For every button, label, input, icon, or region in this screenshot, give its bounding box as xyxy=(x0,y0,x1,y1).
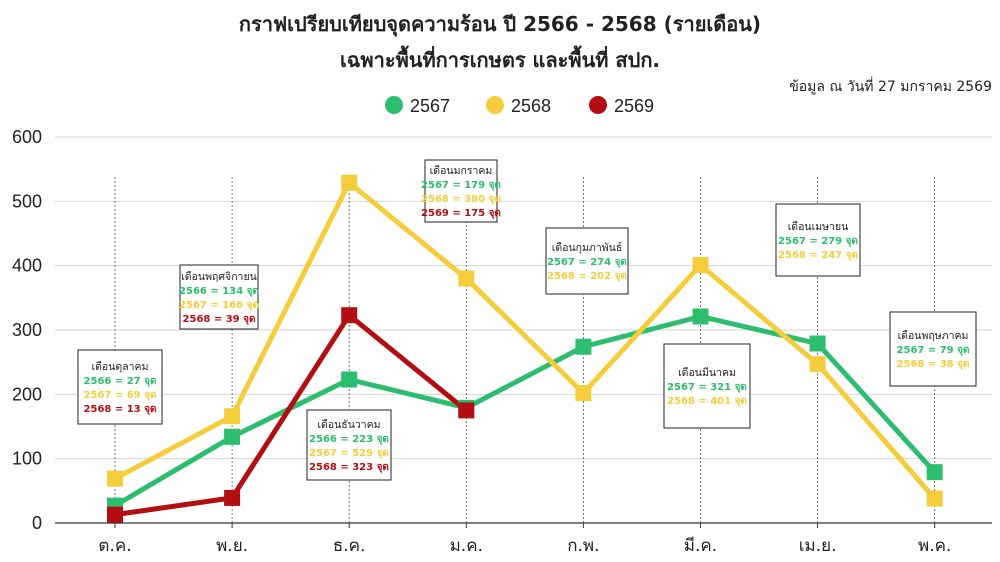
legend-label: 2569 xyxy=(614,96,654,116)
data-point-2568 xyxy=(341,174,358,191)
annotation-value: 2567 = 279 จุด xyxy=(778,236,858,247)
annotation-frame xyxy=(663,343,751,429)
annotation-value: 2568 = 39 จุด xyxy=(183,314,256,325)
annotation-value: 2567 = 69 จุด xyxy=(84,390,157,401)
annotation-box: เดือนเมษายน 2567 = 279 จุด 2568 = 247 จุด xyxy=(775,203,861,277)
annotation-box: เดือนกุมภาพันธ์ 2567 = 274 จุด 2568 = 202 … xyxy=(545,227,629,295)
annotation-box: เดือนมกราคม 2567 = 179 จุด 2568 = 380 จุด 2… xyxy=(421,159,501,223)
data-point-2567 xyxy=(926,464,943,481)
data-point-2567 xyxy=(575,338,592,355)
data-point-2568 xyxy=(224,408,241,425)
data-point-2567 xyxy=(224,428,241,445)
data-point-2569 xyxy=(458,402,475,419)
annotation-value: 2566 = 134 จุด xyxy=(179,286,259,297)
x-tick-label: เม.ย. xyxy=(799,536,837,556)
annotation-frame xyxy=(775,203,861,277)
data-point-2569 xyxy=(224,489,241,506)
annotation-value: 2568 = 38 จุด xyxy=(897,359,970,370)
chart-subtitle: เฉพาะพื้นที่การเกษตร และพื้นที่ สปก. xyxy=(339,48,661,72)
annotation-value: 2567 = 321 จุด xyxy=(667,382,747,393)
annotation-box: เดือนธันวาคม 2566 = 223 จุด 2567 = 529 จุด… xyxy=(306,409,392,481)
y-tick-label: 300 xyxy=(12,320,42,340)
annotation-box: เดือนมีนาคม 2567 = 321 จุด 2568 = 401 จุด xyxy=(663,343,751,429)
annotation-frame xyxy=(889,311,977,387)
series-line-2567 xyxy=(113,313,937,508)
annotation-title: เดือนมีนาคม xyxy=(678,366,736,379)
series-line-2569 xyxy=(114,312,468,518)
annotation-boxes: เดือนตุลาคม 2566 = 27 จุด 2567 = 69 จุด 256… xyxy=(77,159,977,481)
data-point-2568 xyxy=(107,470,123,487)
annotation-title: เดือนกุมภาพันธ์ xyxy=(552,241,623,254)
data-point-2568 xyxy=(575,385,592,402)
data-point-2568 xyxy=(458,270,475,287)
x-tick-label: ก.พ. xyxy=(567,536,599,556)
y-tick-label: 0 xyxy=(32,513,42,533)
x-tick-label: มี.ค. xyxy=(684,536,717,556)
annotation-value: 2567 = 274 จุด xyxy=(547,257,627,268)
annotation-value: 2566 = 223 จุด xyxy=(309,434,389,445)
annotation-frame xyxy=(545,227,629,295)
annotation-frame xyxy=(424,159,498,223)
annotation-frame xyxy=(306,409,392,481)
data-point-2568 xyxy=(692,257,709,274)
annotation-value: 2568 = 401 จุด xyxy=(667,396,747,407)
data-point-2567 xyxy=(341,371,358,388)
series-markers xyxy=(107,174,943,523)
annotation-value: 2568 = 380 จุด xyxy=(421,194,501,205)
series-lines xyxy=(113,180,937,518)
data-date-note: ข้อมูล ณ วันที่ 27 มกราคม 2569 xyxy=(789,79,992,95)
data-point-2569 xyxy=(107,506,123,523)
annotation-title: เดือนตุลาคม xyxy=(92,360,149,373)
legend-label: 2568 xyxy=(511,96,551,116)
data-point-2567 xyxy=(692,308,709,325)
legend-marker-2569 xyxy=(589,96,607,114)
annotation-title: เดือนพฤศจิกายน xyxy=(181,270,257,283)
data-point-2568 xyxy=(926,490,943,507)
annotation-frame xyxy=(77,349,163,425)
x-tick-label: ต.ค. xyxy=(98,536,131,556)
y-tick-label: 200 xyxy=(12,384,42,404)
annotation-value: 2567 = 529 จุด xyxy=(309,448,389,459)
data-point-2569 xyxy=(341,307,358,324)
annotation-value: 2567 = 166 จุด xyxy=(179,300,259,311)
annotation-value: 2568 = 323 จุด xyxy=(309,462,389,473)
annotation-title: เดือนธันวาคม xyxy=(317,418,380,431)
annotation-title: เดือนพฤษภาคม xyxy=(898,329,969,342)
x-tick-label: พ.ค. xyxy=(918,536,951,556)
annotation-value: 2567 = 179 จุด xyxy=(421,180,501,191)
annotation-title: เดือนเมษายน xyxy=(788,220,849,233)
annotation-box: เดือนตุลาคม 2566 = 27 จุด 2567 = 69 จุด 256… xyxy=(77,349,163,425)
y-tick-label: 400 xyxy=(12,256,42,276)
x-tick-label: ธ.ค. xyxy=(333,536,366,556)
legend-marker-2567 xyxy=(385,96,403,114)
y-tick-label: 600 xyxy=(12,127,42,147)
data-point-2568 xyxy=(809,356,826,373)
y-tick-label: 500 xyxy=(12,191,42,211)
legend-label: 2567 xyxy=(410,96,450,116)
series-line-2568 xyxy=(113,180,937,501)
legend: 2567 2568 2569 xyxy=(385,96,654,116)
y-axis: 0 100 200 300 400 500 600 xyxy=(12,127,42,533)
annotation-title: เดือนมกราคม xyxy=(430,164,493,177)
data-point-2567 xyxy=(809,335,826,352)
annotation-value: 2569 = 175 จุด xyxy=(421,208,501,219)
y-tick-label: 100 xyxy=(12,449,42,469)
annotation-value: 2567 = 79 จุด xyxy=(897,345,970,356)
annotation-value: 2568 = 13 จุด xyxy=(84,404,157,415)
annotation-value: 2566 = 27 จุด xyxy=(84,376,157,387)
x-axis: ต.ค. พ.ย. ธ.ค. ม.ค. ก.พ. มี.ค. เม.ย. พ.ค. xyxy=(98,523,951,556)
legend-marker-2568 xyxy=(486,96,504,114)
annotation-frame xyxy=(179,264,259,330)
x-tick-label: ม.ค. xyxy=(450,536,483,556)
x-tick-label: พ.ย. xyxy=(216,536,248,556)
chart-title: กราฟเปรียบเทียบจุดความร้อน ปี 2566 - 256… xyxy=(238,12,762,36)
gridlines xyxy=(55,136,992,524)
annotation-box: เดือนพฤษภาคม 2567 = 79 จุด 2568 = 38 จุด xyxy=(889,311,977,387)
annotation-value: 2568 = 202 จุด xyxy=(547,271,627,282)
annotation-box: เดือนพฤศจิกายน 2566 = 134 จุด 2567 = 166 จ… xyxy=(179,264,259,330)
annotation-value: 2568 = 247 จุด xyxy=(778,250,858,261)
